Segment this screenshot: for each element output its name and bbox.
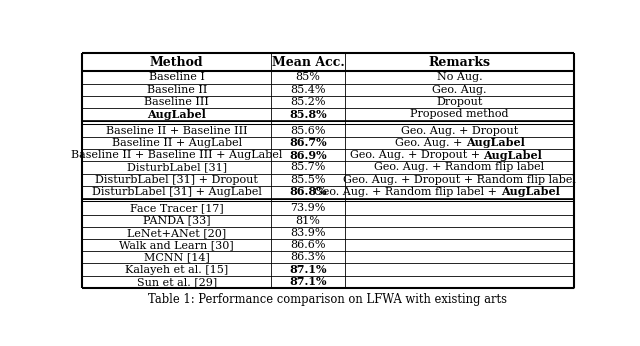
Text: AugLabel: AugLabel xyxy=(147,109,206,120)
Text: No Aug.: No Aug. xyxy=(436,72,483,82)
Text: Baseline II + AugLabel: Baseline II + AugLabel xyxy=(111,138,242,148)
Text: 86.8%: 86.8% xyxy=(289,186,327,198)
Text: DisturbLabel [31] + AugLabel: DisturbLabel [31] + AugLabel xyxy=(92,187,262,197)
Text: Geo. Aug. +: Geo. Aug. + xyxy=(395,138,466,148)
Text: Baseline II + Baseline III: Baseline II + Baseline III xyxy=(106,126,248,136)
Text: Geo. Aug. + Random flip label +: Geo. Aug. + Random flip label + xyxy=(314,187,500,197)
Text: 85.4%: 85.4% xyxy=(291,85,326,95)
Text: Sun et al. [29]: Sun et al. [29] xyxy=(136,277,217,287)
Text: 86.3%: 86.3% xyxy=(291,252,326,262)
Text: Baseline II + Baseline III + AugLabel: Baseline II + Baseline III + AugLabel xyxy=(71,150,282,160)
Text: AugLabel: AugLabel xyxy=(466,137,525,148)
Text: 83.9%: 83.9% xyxy=(291,228,326,238)
Text: 86.7%: 86.7% xyxy=(289,137,327,148)
Text: 85.7%: 85.7% xyxy=(291,162,326,172)
Text: Geo. Aug. + Dropout +: Geo. Aug. + Dropout + xyxy=(349,150,483,160)
Text: 73.9%: 73.9% xyxy=(291,203,326,213)
Text: LeNet+ANet [20]: LeNet+ANet [20] xyxy=(127,228,227,238)
Text: MCNN [14]: MCNN [14] xyxy=(144,252,210,262)
Text: DisturbLabel [31]: DisturbLabel [31] xyxy=(127,162,227,172)
Text: Proposed method: Proposed method xyxy=(410,109,509,119)
Text: 85.2%: 85.2% xyxy=(291,97,326,107)
Text: Geo. Aug. + Random flip label: Geo. Aug. + Random flip label xyxy=(374,162,545,172)
Text: Geo. Aug.: Geo. Aug. xyxy=(432,85,486,95)
Text: Geo. Aug. + Dropout: Geo. Aug. + Dropout xyxy=(401,126,518,136)
Text: 81%: 81% xyxy=(296,216,321,226)
Text: Baseline I: Baseline I xyxy=(148,72,205,82)
Text: Dropout: Dropout xyxy=(436,97,483,107)
Text: 85.8%: 85.8% xyxy=(289,109,327,120)
Text: Remarks: Remarks xyxy=(428,56,490,69)
Text: 86.6%: 86.6% xyxy=(291,240,326,250)
Text: 85.6%: 85.6% xyxy=(291,126,326,136)
Text: 86.9%: 86.9% xyxy=(289,150,327,161)
Text: 85.5%: 85.5% xyxy=(291,175,326,185)
Text: Baseline II: Baseline II xyxy=(147,85,207,95)
Text: Face Tracer [17]: Face Tracer [17] xyxy=(130,203,223,213)
Text: Table 1: Performance comparison on LFWA with existing arts: Table 1: Performance comparison on LFWA … xyxy=(148,293,508,307)
Text: 85%: 85% xyxy=(296,72,321,82)
Text: 87.1%: 87.1% xyxy=(289,264,327,275)
Text: Mean Acc.: Mean Acc. xyxy=(272,56,344,69)
Text: AugLabel: AugLabel xyxy=(483,150,542,161)
Bar xyxy=(83,53,573,288)
Text: DisturbLabel [31] + Dropout: DisturbLabel [31] + Dropout xyxy=(95,175,258,185)
Text: Method: Method xyxy=(150,56,204,69)
Text: Geo. Aug. + Dropout + Random flip label: Geo. Aug. + Dropout + Random flip label xyxy=(343,175,576,185)
Text: PANDA [33]: PANDA [33] xyxy=(143,216,211,226)
Text: Walk and Learn [30]: Walk and Learn [30] xyxy=(119,240,234,250)
Text: AugLabel: AugLabel xyxy=(500,186,559,198)
Text: Kalayeh et al. [15]: Kalayeh et al. [15] xyxy=(125,265,228,275)
Text: Baseline III: Baseline III xyxy=(144,97,209,107)
Text: 87.1%: 87.1% xyxy=(289,276,327,287)
